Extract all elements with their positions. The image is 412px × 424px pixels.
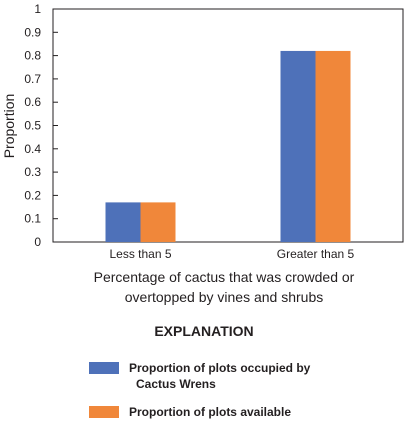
legend-label-occupied-line-2: Cactus Wrens [136,377,216,391]
y-axis-label: Proportion [1,94,17,159]
legend-label-available: Proportion of plots available [129,405,291,419]
y-tick-label: 0.6 [24,95,41,109]
legend-swatch-available [89,406,119,418]
x-tick-label: Less than 5 [109,247,171,261]
y-tick-label: 1 [34,2,41,16]
y-tick-label: 0 [34,235,41,249]
bar [280,50,316,242]
legend-label-occupied-line-1: Proportion of plots occupied by [129,361,311,375]
legend-heading: EXPLANATION [154,323,253,339]
y-tick-label: 0.7 [24,72,41,86]
x-axis-label-line-2: overtopped by vines and shrubs [125,289,323,305]
plot-area: 0 0.1 0.2 0.3 0.4 0.5 0.6 0.7 0.8 0.9 1 Less than 5… [24,2,404,261]
bar [140,202,176,242]
bar [105,202,141,242]
y-tick-label: 0.8 [24,49,41,63]
y-tick-label: 0.9 [24,25,41,39]
x-axis-label-line-1: Percentage of cactus that was crowded or [94,269,355,285]
y-tick-label: 0.4 [24,142,41,156]
y-tick-label: 0.2 [24,188,41,202]
legend-swatch-occupied [89,362,119,374]
x-tick-label: Greater than 5 [277,247,355,261]
bar [315,50,351,242]
y-tick-label: 0.5 [24,119,41,133]
y-tick-label: 0.3 [24,165,41,179]
y-tick-label: 0.1 [24,212,41,226]
